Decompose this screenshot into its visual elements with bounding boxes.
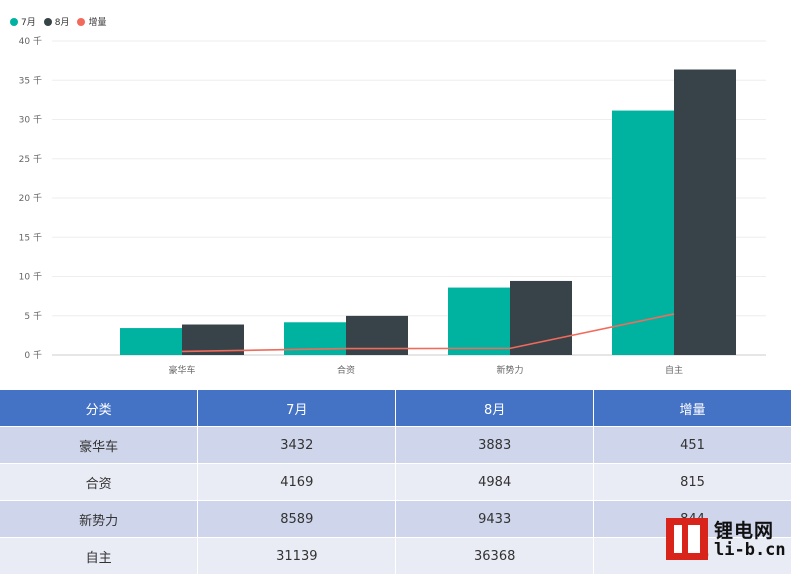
table-header-row: 分类 7月 8月 增量 <box>0 390 792 427</box>
table-cell: 9433 <box>396 501 594 538</box>
increase-line <box>182 314 674 352</box>
watermark-domain: li-b.cn <box>714 540 786 560</box>
table-cell: 451 <box>594 427 792 464</box>
table-header-increase: 增量 <box>594 390 792 427</box>
table-cell: 合资 <box>0 464 198 501</box>
y-tick-label: 10 千 <box>19 272 42 283</box>
table-header-july: 7月 <box>198 390 396 427</box>
table-cell: 4169 <box>198 464 396 501</box>
y-tick-label: 0 千 <box>24 350 42 361</box>
table-row: 合资 4169 4984 815 <box>0 464 792 501</box>
bar <box>612 111 674 355</box>
y-tick-label: 20 千 <box>19 193 42 204</box>
x-tick-label: 豪华车 <box>168 364 195 376</box>
x-tick-label: 自主 <box>665 364 683 376</box>
table-cell: 4984 <box>396 464 594 501</box>
table-cell: 自主 <box>0 538 198 574</box>
table-cell: 新势力 <box>0 501 198 538</box>
table-cell: 815 <box>594 464 792 501</box>
bar <box>510 281 572 355</box>
watermark-name: 锂电网 <box>714 516 774 543</box>
table-row: 豪华车 3432 3883 451 <box>0 427 792 464</box>
table-cell: 豪华车 <box>0 427 198 464</box>
bar <box>448 288 510 355</box>
y-tick-label: 25 千 <box>19 154 42 165</box>
table-cell: 3432 <box>198 427 396 464</box>
li-b-logo-icon <box>666 518 708 560</box>
y-tick-label: 30 千 <box>19 115 42 126</box>
y-tick-label: 15 千 <box>19 232 42 243</box>
table-cell: 36368 <box>396 538 594 574</box>
y-tick-label: 40 千 <box>19 36 42 47</box>
table-cell: 31139 <box>198 538 396 574</box>
table-header-category: 分类 <box>0 390 198 427</box>
table-header-august: 8月 <box>396 390 594 427</box>
y-tick-label: 5 千 <box>24 311 42 322</box>
x-tick-label: 合资 <box>337 364 355 376</box>
table-cell: 8589 <box>198 501 396 538</box>
x-tick-label: 新势力 <box>496 364 523 376</box>
y-tick-label: 35 千 <box>19 75 42 86</box>
table-cell: 3883 <box>396 427 594 464</box>
bar <box>120 328 182 355</box>
bar <box>674 70 736 355</box>
site-watermark: 锂电网 li-b.cn <box>666 510 788 564</box>
